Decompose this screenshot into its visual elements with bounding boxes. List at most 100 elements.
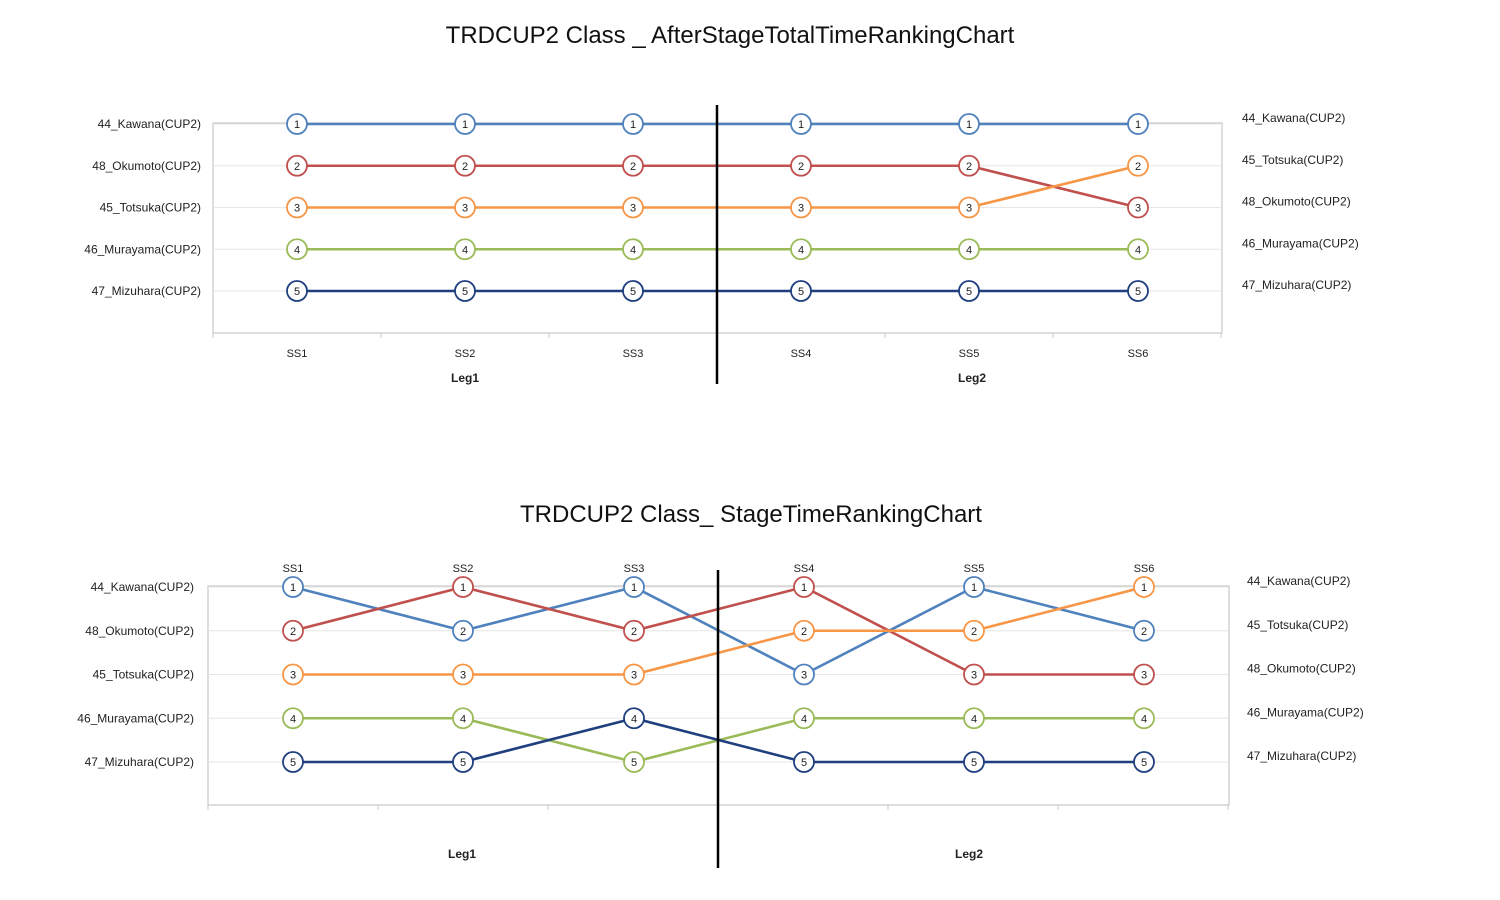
data-point-label: 3	[966, 203, 972, 215]
data-point	[622, 238, 644, 261]
data-point	[286, 280, 308, 302]
data-point	[286, 196, 308, 219]
data-point	[963, 751, 985, 773]
x-tick-label: SS2	[453, 563, 474, 575]
data-point	[790, 154, 812, 177]
data-point-label: 1	[1135, 119, 1141, 131]
y-right-label: 48_Okumoto(CUP2)	[1247, 662, 1356, 676]
data-point-label: 5	[290, 757, 296, 769]
data-point-label: 4	[1141, 713, 1147, 725]
data-point-label: 4	[630, 244, 636, 256]
data-point	[454, 113, 476, 135]
data-point-label: 4	[290, 713, 296, 725]
data-point-label: 2	[971, 626, 977, 638]
data-point-label: 3	[1135, 203, 1141, 215]
data-point	[793, 576, 815, 598]
data-point	[1133, 576, 1155, 598]
data-point-label: 3	[1141, 670, 1147, 682]
y-left-label: 46_Murayama(CUP2)	[84, 242, 201, 256]
data-point	[963, 663, 985, 686]
y-left-label: 47_Mizuhara(CUP2)	[92, 284, 201, 298]
data-point	[454, 238, 476, 261]
y-right-label: 46_Murayama(CUP2)	[1242, 236, 1359, 250]
x-tick-label: SS6	[1134, 563, 1155, 575]
y-right-label: 45_Totsuka(CUP2)	[1247, 618, 1348, 632]
y-left-label: 48_Okumoto(CUP2)	[92, 159, 201, 173]
data-point	[963, 576, 985, 598]
data-point-label: 2	[966, 161, 972, 173]
data-point	[1127, 196, 1149, 219]
data-point-label: 3	[294, 203, 300, 215]
y-left-label: 46_Murayama(CUP2)	[77, 711, 194, 725]
data-point	[1133, 751, 1155, 773]
data-point	[452, 663, 474, 686]
chart-1: TRDCUP2 Class _ AfterStageTotalTimeRanki…	[84, 22, 1358, 385]
data-point-label: 3	[971, 670, 977, 682]
data-point-label: 1	[971, 582, 977, 594]
data-point-label: 2	[801, 626, 807, 638]
data-point-label: 1	[462, 119, 468, 131]
data-point-label: 4	[631, 713, 637, 725]
data-point	[454, 280, 476, 302]
x-tick-label: SS4	[791, 348, 812, 360]
data-point-label: 3	[460, 670, 466, 682]
data-point-label: 2	[798, 161, 804, 173]
data-point-label: 2	[631, 626, 637, 638]
data-point	[452, 751, 474, 773]
data-point-label: 3	[630, 203, 636, 215]
y-left-label: 45_Totsuka(CUP2)	[100, 201, 201, 215]
y-left-label: 44_Kawana(CUP2)	[98, 117, 201, 131]
data-point-label: 1	[290, 582, 296, 594]
data-point-label: 1	[798, 119, 804, 131]
data-point	[790, 196, 812, 219]
data-point	[452, 619, 474, 642]
y-right-label: 47_Mizuhara(CUP2)	[1247, 749, 1356, 763]
data-point	[286, 113, 308, 135]
data-point	[958, 196, 980, 219]
x-group-label: Leg1	[448, 847, 476, 861]
data-point	[793, 751, 815, 773]
y-right-label: 46_Murayama(CUP2)	[1247, 705, 1364, 719]
data-point	[1133, 619, 1155, 642]
data-point-label: 2	[630, 161, 636, 173]
data-point-label: 2	[462, 161, 468, 173]
data-point-label: 5	[630, 286, 636, 298]
data-point	[963, 707, 985, 730]
data-point	[793, 619, 815, 642]
data-point	[963, 619, 985, 642]
data-point	[282, 576, 304, 598]
data-point	[623, 663, 645, 686]
x-tick-label: SS6	[1128, 348, 1149, 360]
y-right-label: 45_Totsuka(CUP2)	[1242, 153, 1343, 167]
y-right-label: 44_Kawana(CUP2)	[1247, 574, 1350, 588]
data-point-label: 3	[801, 670, 807, 682]
data-point-label: 4	[462, 244, 468, 256]
x-tick-label: SS1	[283, 563, 304, 575]
data-point-label: 2	[294, 161, 300, 173]
data-point-label: 1	[966, 119, 972, 131]
chart-2: TRDCUP2 Class_ StageTimeRankingChart SS1 S…	[77, 501, 1364, 868]
chart-title: TRDCUP2 Class _ AfterStageTotalTimeRanki…	[446, 22, 1015, 49]
data-point-label: 1	[294, 119, 300, 131]
data-point-label: 1	[1141, 582, 1147, 594]
y-left-label: 48_Okumoto(CUP2)	[85, 624, 194, 638]
x-tick-label: SS5	[964, 563, 985, 575]
data-point	[1127, 154, 1149, 177]
y-right-label: 48_Okumoto(CUP2)	[1242, 195, 1351, 209]
data-point	[282, 707, 304, 730]
data-point-label: 3	[798, 203, 804, 215]
data-point	[1133, 663, 1155, 686]
data-point-label: 5	[966, 286, 972, 298]
data-point	[622, 196, 644, 219]
x-group-label: Leg2	[955, 847, 983, 861]
data-point	[1133, 707, 1155, 730]
data-point	[454, 196, 476, 219]
data-point-label: 4	[966, 244, 972, 256]
data-point	[958, 113, 980, 135]
data-point	[958, 238, 980, 261]
data-point	[286, 154, 308, 177]
data-point-label: 3	[290, 670, 296, 682]
y-right-label: 47_Mizuhara(CUP2)	[1242, 278, 1351, 292]
data-point	[1127, 280, 1149, 302]
